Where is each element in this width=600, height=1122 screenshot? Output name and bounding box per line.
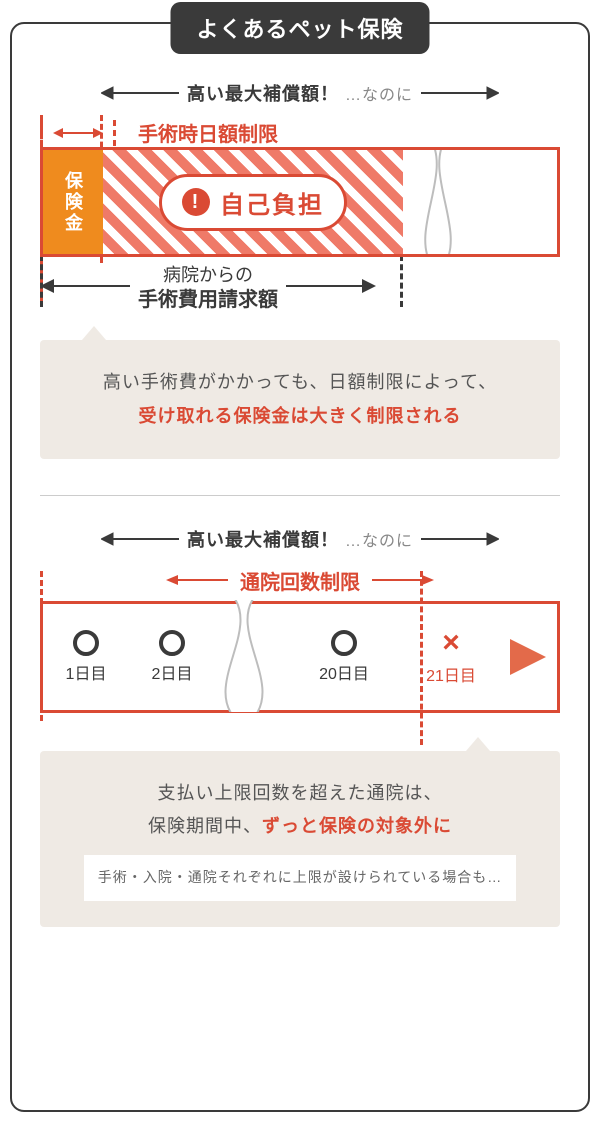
visits-limit-label: 通院回数制限 — [240, 566, 360, 595]
top-arrow-text-2: 高い最大補償額！ …なのに — [187, 526, 413, 552]
surgery-limit-label: 手術時日額制限 — [138, 118, 278, 147]
wave-cut-icon — [423, 147, 463, 257]
section-surgery: 高い最大補償額！ …なのに 手術時日額制限 — [40, 80, 560, 459]
arrow-left-icon — [166, 573, 228, 587]
top-arrow-text-1: 高い最大補償額！ …なのに — [187, 80, 413, 106]
section-visits: 高い最大補償額！ …なのに 通院回数制限 — [40, 526, 560, 927]
title-badge: よくあるペット保険 — [170, 2, 429, 54]
visits-limit-row: 通院回数制限 — [40, 566, 560, 595]
circle-icon — [331, 630, 357, 656]
days-box: 1日目 2日目 20日目 × 21日目 — [40, 601, 560, 713]
note2-line1: 支払い上限回数を超えた通院は、 — [158, 783, 443, 803]
circle-icon — [73, 630, 99, 656]
continue-cell — [499, 604, 557, 710]
day-cell-1: 1日目 — [43, 604, 129, 710]
dash-blk-left — [40, 255, 43, 307]
limit-arrow-icon — [53, 126, 103, 140]
cut-segment — [403, 150, 557, 254]
insurance-payout-segment: 保険金 — [43, 150, 103, 254]
arrow-right-icon — [372, 573, 434, 587]
card: よくあるペット保険 高い最大補償額！ …なのに — [10, 22, 590, 1112]
day-cell-20: 20日目 — [285, 604, 403, 710]
day-cell-2: 2日目 — [129, 604, 215, 710]
arrow-left-icon — [40, 263, 130, 309]
x-icon: × — [442, 628, 460, 658]
arrow-right-icon — [421, 86, 499, 100]
dash-icon — [113, 120, 116, 146]
arrow-right-icon — [286, 263, 376, 309]
note2-em: ずっと保険の対象外に — [262, 816, 452, 836]
note1-em: 受け取れる保険金は大きく制限される — [139, 406, 462, 426]
self-pay-segment: ! 自己負担 — [103, 150, 403, 254]
arrow-right-icon — [421, 532, 499, 546]
under-bar-arrow: 病院からの 手術費用請求額 — [40, 263, 406, 314]
day-label-1: 1日目 — [66, 660, 107, 684]
top-arrow-row-1: 高い最大補償額！ …なのに — [40, 80, 560, 106]
note2-line2a: 保険期間中、 — [148, 816, 262, 836]
top-arrow-gray: …なのに — [345, 87, 413, 104]
top-arrow-bold-2: 高い最大補償額！ — [187, 530, 339, 550]
self-pay-badge: ! 自己負担 — [159, 174, 347, 231]
top-arrow-gray-2: …なのに — [345, 533, 413, 550]
wave-cut-icon — [215, 604, 285, 710]
note-box-2: 支払い上限回数を超えた通院は、 保険期間中、ずっと保険の対象外に 手術・入院・通… — [40, 751, 560, 927]
hospital-claim-label: 病院からの 手術費用請求額 — [138, 263, 278, 314]
warning-icon: ! — [182, 188, 210, 216]
dash-blk-right — [400, 255, 403, 307]
day-label-20: 20日目 — [319, 660, 369, 684]
surgery-limit-row: 手術時日額制限 — [40, 118, 560, 147]
triangle-arrow-icon — [510, 639, 546, 675]
circle-icon — [159, 630, 185, 656]
self-pay-text: 自己負担 — [220, 185, 324, 220]
top-arrow-bold: 高い最大補償額！ — [187, 84, 339, 104]
days-wrapper: 1日目 2日目 20日目 × 21日目 — [40, 601, 560, 713]
note1-line1: 高い手術費がかかっても、日額制限によって、 — [103, 372, 497, 392]
note-box-1: 高い手術費がかかっても、日額制限によって、 受け取れる保険金は大きく制限される — [40, 340, 560, 459]
coverage-bar: 保険金 ! 自己負担 — [40, 147, 560, 257]
bar-wrapper: 保険金 ! 自己負担 — [40, 147, 560, 257]
day-label-2: 2日目 — [152, 660, 193, 684]
arrow-left-icon — [101, 86, 179, 100]
day-cell-21: × 21日目 — [403, 604, 499, 710]
top-arrow-row-2: 高い最大補償額！ …なのに — [40, 526, 560, 552]
divider — [40, 495, 560, 496]
arrow-left-icon — [101, 532, 179, 546]
day-label-21: 21日目 — [426, 662, 476, 686]
sub-note: 手術・入院・通院それぞれに上限が設けられている場合も… — [84, 855, 517, 901]
